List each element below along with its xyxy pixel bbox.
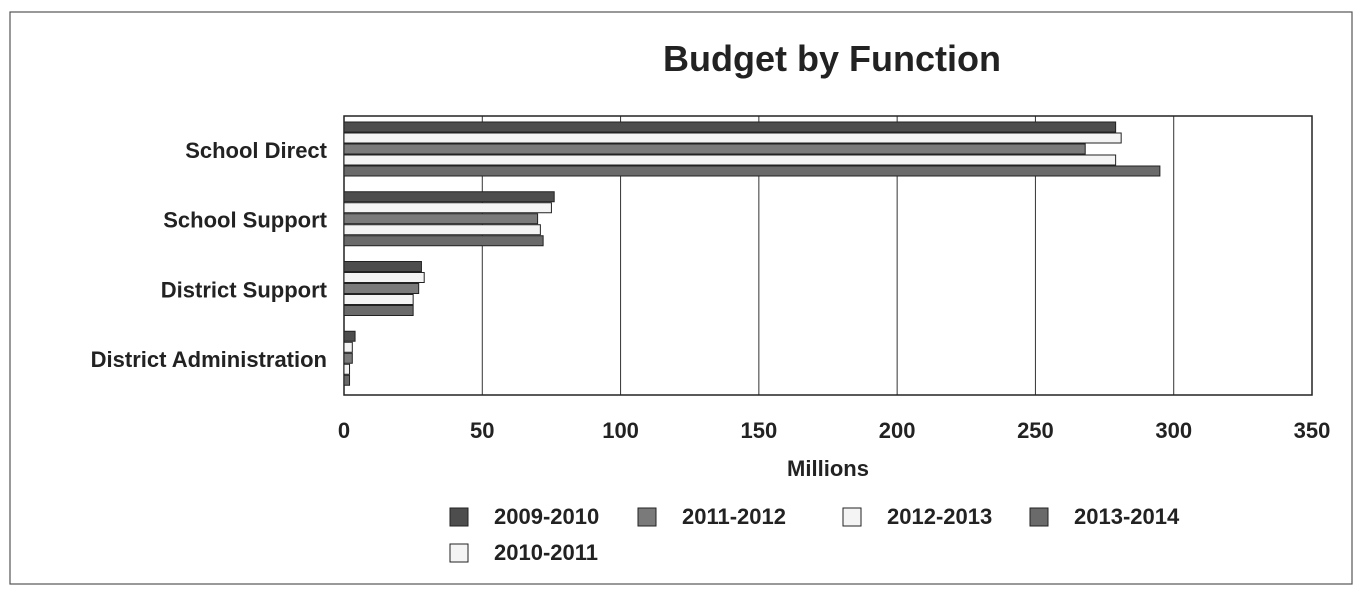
legend: 2009-2010 2011-2012 2012-2013 2013-2014 2010… bbox=[449, 504, 1180, 565]
x-tick-label: 150 bbox=[740, 418, 777, 443]
category-labels: School Direct School Support District Supp… bbox=[91, 138, 328, 372]
legend-label: 2012-2013 bbox=[887, 504, 992, 529]
bar bbox=[343, 191, 555, 203]
legend-label: 2010-2011 bbox=[494, 540, 598, 565]
plot-area bbox=[343, 115, 1313, 396]
x-tick-label: 100 bbox=[602, 418, 639, 443]
legend-swatch bbox=[449, 507, 469, 527]
legend-label: 2013-2014 bbox=[1074, 504, 1180, 529]
x-tick-label: 200 bbox=[879, 418, 916, 443]
legend-label: 2009-2010 bbox=[494, 504, 599, 529]
legend-swatch bbox=[842, 507, 862, 527]
category-label: District Administration bbox=[91, 347, 327, 372]
bar bbox=[343, 132, 1122, 144]
category-label: School Direct bbox=[185, 138, 327, 163]
bar bbox=[343, 261, 422, 272]
x-tick-label: 300 bbox=[1155, 418, 1192, 443]
bar bbox=[343, 330, 356, 342]
bar bbox=[343, 154, 1117, 166]
bar bbox=[343, 213, 539, 225]
x-tick-labels: 0 50 100 150 200 250 300 350 bbox=[338, 418, 1330, 443]
x-axis-label: Millions bbox=[787, 456, 869, 481]
legend-swatch bbox=[449, 543, 469, 563]
bar bbox=[343, 374, 351, 386]
bar bbox=[343, 121, 1117, 133]
bar bbox=[343, 272, 425, 283]
bar bbox=[343, 363, 351, 375]
bar bbox=[343, 283, 420, 294]
chart-title: Budget by Function bbox=[663, 38, 1001, 79]
x-tick-label: 0 bbox=[338, 418, 350, 443]
bar bbox=[343, 305, 414, 316]
legend-label: 2011-2012 bbox=[682, 504, 786, 529]
legend-swatch bbox=[637, 507, 657, 527]
category-label: School Support bbox=[163, 208, 327, 233]
bar bbox=[343, 143, 1086, 155]
bar bbox=[343, 352, 353, 364]
chart-frame bbox=[9, 11, 1353, 585]
legend-swatch bbox=[1029, 507, 1049, 527]
bar bbox=[343, 294, 414, 305]
bar bbox=[343, 235, 544, 247]
x-tick-label: 50 bbox=[470, 418, 494, 443]
bars bbox=[343, 121, 1161, 386]
bar bbox=[343, 165, 1161, 177]
category-label: District Support bbox=[161, 277, 328, 302]
x-tick-label: 250 bbox=[1017, 418, 1054, 443]
bar bbox=[343, 202, 552, 214]
bar bbox=[343, 224, 541, 236]
x-tick-label: 350 bbox=[1294, 418, 1331, 443]
bar bbox=[343, 341, 353, 353]
